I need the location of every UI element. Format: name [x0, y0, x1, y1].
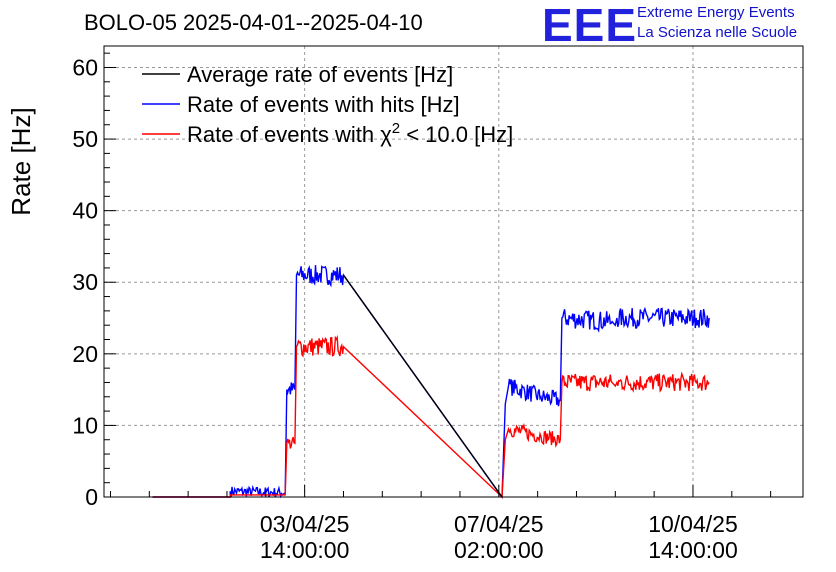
x-tick-label-date: 03/04/25 — [260, 511, 350, 537]
series-line-hits — [152, 264, 710, 500]
x-tick-label-time: 02:00:00 — [454, 537, 544, 563]
legend-label-chi2: Rate of events with χ2 < 10.0 [Hz] — [187, 120, 513, 147]
series-line-average — [342, 274, 503, 498]
logo-caption-line1: Extreme Energy Events — [637, 4, 795, 21]
y-tick-label: 20 — [72, 341, 98, 367]
y-tick-label: 30 — [72, 269, 98, 295]
chart-title: BOLO-05 2025-04-01--2025-04-10 — [84, 10, 423, 35]
x-tick-label-date: 10/04/25 — [648, 511, 738, 537]
series-line-chi2 — [152, 334, 710, 499]
legend-label-hits: Rate of events with hits [Hz] — [187, 92, 460, 117]
y-tick-label: 0 — [85, 484, 98, 510]
x-tick-label-time: 14:00:00 — [648, 537, 738, 563]
legend-label-average: Average rate of events [Hz] — [187, 62, 453, 87]
y-tick-label: 60 — [72, 54, 98, 80]
eee-logo: EEE — [542, 0, 638, 51]
x-tick-label-time: 14:00:00 — [260, 537, 350, 563]
x-tick-label-date: 07/04/25 — [454, 511, 544, 537]
y-axis-title: Rate [Hz] — [6, 107, 36, 215]
y-tick-label: 10 — [72, 412, 98, 438]
plot-frame — [103, 45, 804, 498]
logo-caption-line2: La Scienza nelle Scuole — [637, 24, 798, 41]
y-tick-label: 50 — [72, 126, 98, 152]
y-tick-label: 40 — [72, 198, 98, 224]
